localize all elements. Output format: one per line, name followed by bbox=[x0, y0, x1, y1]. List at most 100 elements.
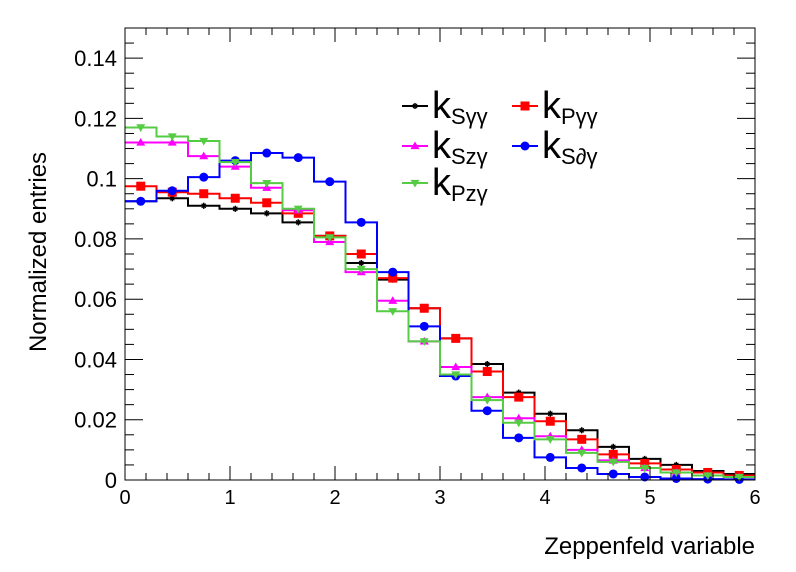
data-point bbox=[358, 260, 365, 267]
data-point bbox=[388, 273, 398, 283]
x-tick-label: 0 bbox=[119, 487, 130, 509]
data-point bbox=[199, 137, 209, 146]
data-point bbox=[293, 205, 303, 214]
data-point bbox=[136, 181, 146, 191]
data-point bbox=[514, 413, 524, 422]
data-point bbox=[671, 473, 681, 483]
data-point bbox=[230, 158, 240, 167]
data-point bbox=[577, 434, 587, 444]
y-tick-label: 0.06 bbox=[74, 287, 117, 312]
data-point bbox=[419, 338, 429, 346]
star-stroke bbox=[547, 411, 553, 417]
star-stroke bbox=[295, 219, 301, 225]
data-point bbox=[610, 443, 617, 450]
legend-label: kSγγ bbox=[432, 85, 488, 129]
data-point bbox=[545, 416, 555, 426]
data-point bbox=[671, 469, 681, 477]
data-point bbox=[514, 419, 524, 428]
star-stroke bbox=[358, 260, 364, 266]
data-point bbox=[199, 172, 209, 182]
data-point bbox=[608, 449, 618, 459]
data-point bbox=[136, 124, 146, 132]
data-point bbox=[167, 186, 177, 196]
data-point bbox=[608, 458, 618, 467]
series-pz bbox=[125, 124, 755, 482]
data-point bbox=[167, 133, 177, 141]
y-tick-label: 0.08 bbox=[74, 227, 117, 252]
data-point bbox=[451, 362, 461, 371]
data-point bbox=[262, 180, 272, 188]
data-point bbox=[293, 153, 303, 163]
data-point bbox=[136, 138, 146, 146]
data-point bbox=[482, 406, 492, 416]
data-point bbox=[356, 265, 366, 274]
data-point bbox=[388, 267, 398, 277]
data-point bbox=[640, 458, 650, 468]
legend-marker bbox=[410, 141, 420, 150]
star-stroke bbox=[484, 361, 490, 367]
data-point bbox=[703, 472, 713, 480]
data-point bbox=[167, 138, 177, 146]
star-stroke bbox=[169, 195, 175, 201]
data-point bbox=[263, 210, 270, 217]
star-stroke bbox=[201, 203, 207, 209]
data-point bbox=[200, 202, 207, 209]
legend-entry-s: kSγγ bbox=[402, 85, 488, 129]
data-point bbox=[545, 436, 555, 444]
data-point bbox=[734, 473, 744, 482]
y-tick-label: 0.02 bbox=[74, 408, 117, 433]
data-point bbox=[136, 196, 146, 206]
x-tick-label: 3 bbox=[434, 487, 445, 509]
data-point bbox=[199, 151, 209, 160]
legend-marker bbox=[520, 141, 530, 151]
legend-marker bbox=[410, 179, 420, 188]
data-point bbox=[484, 360, 491, 367]
data-point bbox=[514, 433, 524, 443]
data-point bbox=[325, 177, 335, 187]
x-tick-label: 5 bbox=[644, 487, 655, 509]
y-tick-label: 0.04 bbox=[74, 347, 117, 372]
data-point bbox=[482, 396, 492, 405]
data-point bbox=[388, 308, 398, 316]
x-axis: 0 1 2 3 4 5 6 bbox=[119, 28, 761, 509]
data-point bbox=[356, 249, 366, 259]
data-point bbox=[230, 193, 240, 203]
data-point bbox=[199, 189, 209, 199]
data-point bbox=[356, 217, 366, 227]
data-point bbox=[640, 464, 650, 473]
y-axis-label: Normalized entries bbox=[25, 152, 52, 352]
data-point bbox=[232, 205, 239, 212]
x-tick-label: 4 bbox=[539, 487, 550, 509]
y-tick-label: 0.14 bbox=[74, 46, 117, 71]
data-point bbox=[262, 148, 272, 158]
x-tick-label: 6 bbox=[749, 487, 760, 509]
data-point bbox=[577, 449, 587, 458]
legend-label: kSzγ bbox=[432, 125, 488, 169]
data-point bbox=[482, 367, 492, 377]
data-point bbox=[451, 371, 461, 380]
data-point bbox=[388, 296, 398, 304]
x-tick-label: 2 bbox=[329, 487, 340, 509]
data-point bbox=[547, 410, 554, 417]
star-stroke bbox=[264, 210, 270, 216]
data-point bbox=[578, 427, 585, 434]
data-point bbox=[514, 392, 524, 402]
y-axis: 0 0.02 0.04 0.06 0.08 0.1 0.12 0.14 bbox=[74, 27, 755, 493]
y-tick-label: 0.1 bbox=[86, 167, 117, 192]
data-point bbox=[545, 452, 555, 462]
x-axis-label: Zeppenfeld variable bbox=[544, 533, 755, 560]
data-point bbox=[419, 303, 429, 313]
data-point bbox=[608, 469, 618, 479]
y-tick-label: 0 bbox=[105, 468, 117, 493]
y-tick-label: 0.12 bbox=[74, 106, 117, 131]
star-stroke bbox=[232, 206, 238, 212]
data-point bbox=[262, 198, 272, 208]
star-stroke bbox=[412, 103, 418, 109]
x-tick-label: 1 bbox=[224, 487, 235, 509]
legend-marker bbox=[412, 103, 418, 109]
legend-marker bbox=[520, 101, 530, 111]
star-stroke bbox=[610, 444, 616, 450]
legend-entry-sz: kSzγ bbox=[402, 125, 488, 169]
